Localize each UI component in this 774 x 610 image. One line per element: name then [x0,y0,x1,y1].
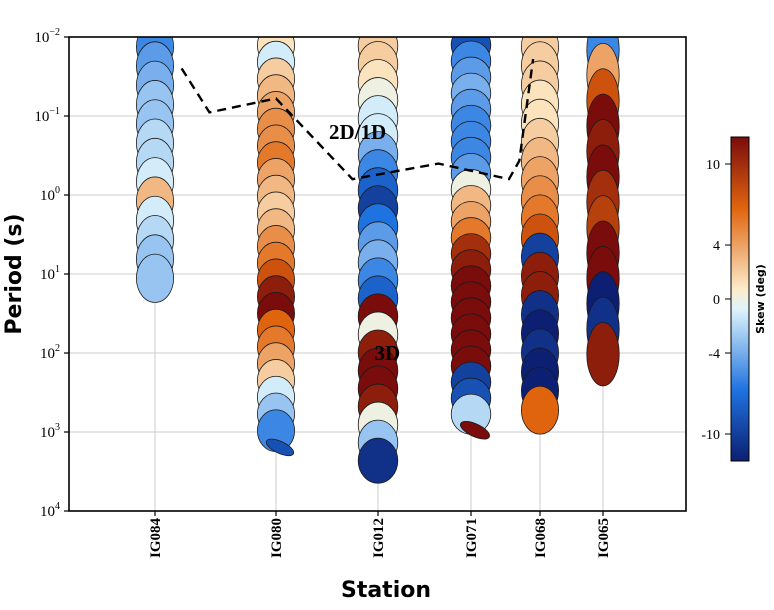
x-tick-label: IG065 [596,518,612,558]
x-axis: IG084 IG080 IG012 IG071 IG068 IG065 [148,511,612,558]
skew-ellipse [586,322,620,387]
colorbar-title: Skew (deg) [754,264,767,334]
colorbar-tick-label: 4 [713,239,720,254]
ellipse-marks [135,37,620,484]
annotations: 2D/1D 3D [329,120,400,365]
skew-ellipse [265,438,295,457]
y-axis: 10−2 10−1 100 101 102 103 104 [34,27,69,520]
y-tick-label: 100 [40,185,60,204]
x-tick-label: IG080 [269,518,285,558]
colorbar-tick-label: -4 [708,347,720,362]
x-axis-title: Station [341,578,431,603]
y-axis-title: Period (s) [2,213,27,334]
x-tick-label: IG084 [148,518,164,559]
y-tick-label: 102 [40,343,60,362]
annotation-2d1d: 2D/1D [329,120,386,144]
colorbar-ticks: 10 4 0 -4 -10 [701,158,731,443]
boundary-dashed-line [180,58,535,181]
skew-ellipse [357,437,399,484]
skew-ellipse [521,385,560,435]
skew-ellipse [135,253,174,303]
y-tick-label: 103 [40,422,60,441]
x-tick-label: IG071 [464,518,480,558]
y-tick-label: 10−1 [34,106,60,125]
y-tick-label: 101 [40,264,60,283]
y-tick-label: 104 [40,501,60,520]
colorbar: 10 4 0 -4 -10 Skew (deg) [701,136,767,462]
colorbar-tick-label: -10 [701,428,720,443]
y-tick-label: 10−2 [34,27,60,46]
boundary-line [180,58,535,181]
colorbar-tick-label: 0 [713,293,720,308]
x-tick-label: IG068 [533,518,549,558]
annotation-3d: 3D [374,341,400,365]
colorbar-gradient [730,136,750,462]
colorbar-tick-label: 10 [706,158,720,173]
x-tick-label: IG012 [371,518,387,558]
skew-ellipse [459,421,491,440]
